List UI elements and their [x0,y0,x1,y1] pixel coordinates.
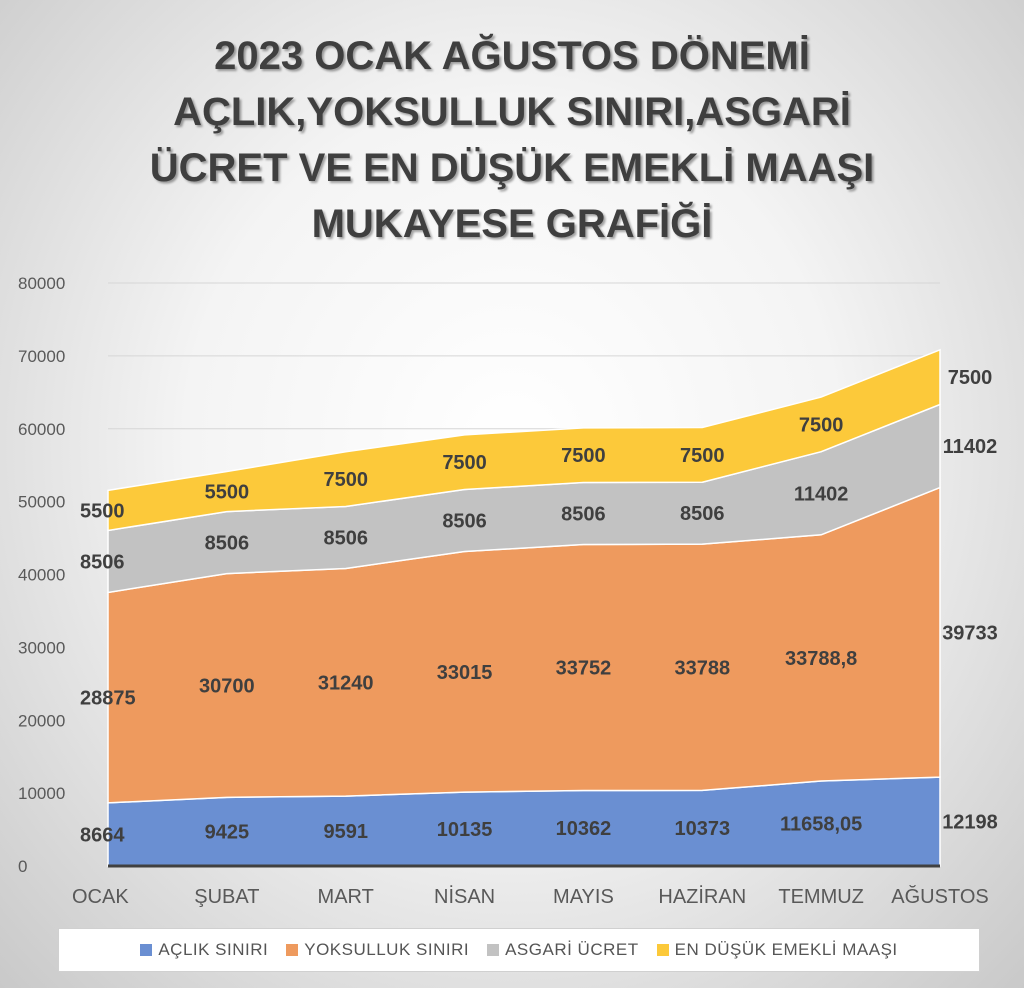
data-label-yoksulluk-siniri-3: 33015 [437,662,493,684]
data-label-asgari-ucret-6: 11402 [794,483,849,505]
chart-title: 2023 OCAK AĞUSTOS DÖNEMİ AÇLIK,YOKSULLUK… [0,28,1024,252]
x-tick-label-4: MAYIS [553,886,614,908]
chart-title-line-1: 2023 OCAK AĞUSTOS DÖNEMİ [214,34,810,78]
data-label-en-dusuk-emekli-maasi-2: 7500 [323,469,368,491]
x-tick-label-1: ŞUBAT [194,886,259,908]
legend-swatch-aclik-siniri [140,944,153,956]
legend-label-aclik-siniri: AÇLIK SINIRI [158,940,269,959]
x-tick-label-2: MART [318,886,374,908]
data-label-asgari-ucret-7: 11402 [943,436,998,458]
legend-swatch-yoksulluk-siniri [286,944,299,956]
x-tick-label-5: HAZİRAN [658,885,746,908]
data-label-yoksulluk-siniri-5: 33788 [674,657,730,679]
y-tick-label-3: 30000 [18,638,65,657]
x-tick-label-0: OCAK [72,886,129,908]
data-label-aclik-siniri-6: 11658,05 [780,814,862,836]
data-label-aclik-siniri-4: 10362 [556,818,612,840]
legend-item-asgari-ucret: ASGARİ ÜCRET [487,940,639,960]
data-label-yoksulluk-siniri-0: 28875 [80,688,136,710]
chart-title-line-2: AÇLIK,YOKSULLUK SINIRI,ASGARİ [173,90,851,134]
data-label-en-dusuk-emekli-maasi-6: 7500 [799,414,844,436]
legend-swatch-asgari-ucret [487,944,500,956]
y-tick-label-6: 60000 [18,420,65,439]
data-label-en-dusuk-emekli-maasi-7: 7500 [948,367,993,389]
data-label-en-dusuk-emekli-maasi-4: 7500 [561,445,606,467]
data-label-aclik-siniri-3: 10135 [437,819,493,841]
legend-item-en-dusuk-emekli-maasi: EN DÜŞÜK EMEKLİ MAAŞI [656,940,898,960]
data-label-aclik-siniri-1: 9425 [205,822,250,844]
data-label-aclik-siniri-0: 8664 [80,824,125,846]
legend-label-yoksulluk-siniri: YOKSULLUK SINIRI [304,940,470,959]
y-tick-label-7: 70000 [18,347,65,366]
chart-title-line-4: MUKAYESE GRAFİĞİ [311,202,713,246]
legend-item-aclik-siniri: AÇLIK SINIRI [140,940,268,960]
data-label-aclik-siniri-7: 12198 [942,812,998,834]
data-label-asgari-ucret-4: 8506 [561,504,606,526]
data-label-yoksulluk-siniri-4: 33752 [556,658,612,680]
y-tick-label-5: 50000 [18,493,65,512]
data-label-asgari-ucret-5: 8506 [680,503,725,525]
legend-label-en-dusuk-emekli-maasi: EN DÜŞÜK EMEKLİ MAAŞI [674,940,898,959]
data-label-yoksulluk-siniri-7: 39733 [942,622,998,644]
data-label-aclik-siniri-5: 10373 [674,818,730,840]
y-tick-label-4: 40000 [18,566,65,585]
chart-title-line-3: ÜCRET VE EN DÜŞÜK EMEKLİ MAAŞI [149,146,875,190]
data-label-en-dusuk-emekli-maasi-3: 7500 [442,452,487,474]
data-label-yoksulluk-siniri-2: 31240 [318,672,374,694]
x-tick-label-6: TEMMUZ [778,886,864,908]
x-tick-label-7: AĞUSTOS [891,885,988,908]
data-label-en-dusuk-emekli-maasi-1: 5500 [205,482,250,504]
y-tick-label-1: 10000 [18,784,65,803]
y-tick-label-2: 20000 [18,711,65,730]
data-label-aclik-siniri-2: 9591 [323,821,368,843]
y-tick-label-0: 0 [18,857,27,876]
area-en-dusuk-emekli-maasi [107,348,941,532]
data-label-yoksulluk-siniri-1: 30700 [199,675,255,697]
data-label-yoksulluk-siniri-6: 33788,8 [785,648,857,670]
data-label-asgari-ucret-3: 8506 [442,511,487,533]
data-label-en-dusuk-emekli-maasi-5: 7500 [680,445,725,467]
legend-label-asgari-ucret: ASGARİ ÜCRET [505,940,639,959]
legend-item-yoksulluk-siniri: YOKSULLUK SINIRI [286,940,469,960]
data-label-asgari-ucret-1: 8506 [205,533,250,555]
legend-swatch-en-dusuk-emekli-maasi [656,944,669,956]
data-label-asgari-ucret-0: 8506 [80,551,125,573]
chart-legend: AÇLIK SINIRI YOKSULLUK SINIRI ASGARİ ÜCR… [58,928,980,972]
data-label-en-dusuk-emekli-maasi-0: 5500 [80,500,125,522]
data-label-asgari-ucret-2: 8506 [323,527,368,549]
x-tick-label-3: NİSAN [434,885,495,908]
y-tick-label-8: 80000 [18,274,65,293]
stacked-area-chart: 0 10000 20000 30000 40000 50000 60000 70000 8000… [18,274,998,908]
